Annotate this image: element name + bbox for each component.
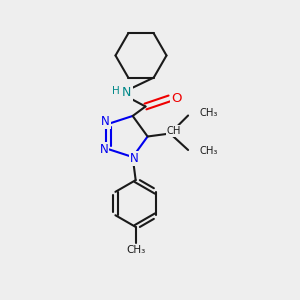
Text: O: O [171,92,181,105]
Text: CH: CH [167,126,181,136]
Text: N: N [100,143,108,156]
Text: H: H [112,86,120,97]
Text: N: N [101,115,110,128]
Text: CH₃: CH₃ [200,146,218,157]
Text: CH₃: CH₃ [126,245,145,255]
Text: N: N [122,86,132,100]
Text: N: N [130,152,139,165]
Text: CH₃: CH₃ [200,108,218,118]
